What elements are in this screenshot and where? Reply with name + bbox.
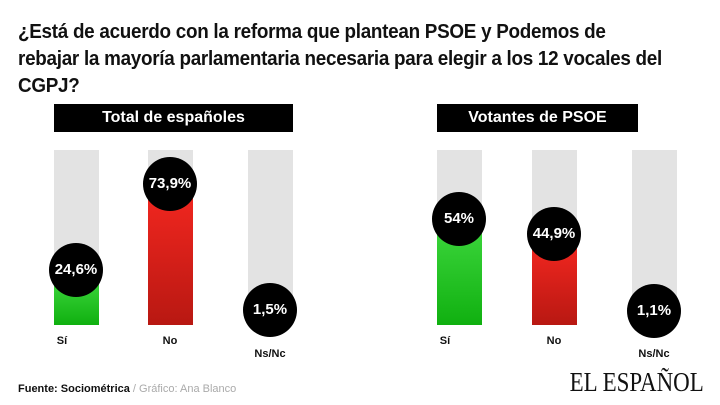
panel-title: Votantes de PSOE [437, 104, 638, 132]
category-label: No [546, 335, 562, 347]
category-label: Ns/Nc [638, 348, 670, 360]
data-label: 24,6% [49, 242, 103, 297]
separator: / [129, 383, 140, 395]
data-label: 44,9% [527, 207, 581, 262]
chart-title: ¿Está de acuerdo con la reforma que plan… [18, 20, 662, 97]
footer: Fuente: Sociométrica / Gráfico: Ana Blan… [18, 383, 236, 395]
bar-Sí [437, 230, 482, 325]
category-label: Sí [56, 335, 68, 347]
data-label: 1,5% [243, 283, 297, 338]
data-label: 1,1% [627, 284, 681, 339]
source: Fuente: Sociométrica [18, 383, 130, 395]
data-label: 54% [432, 191, 486, 246]
category-label: No [162, 335, 178, 347]
data-label: 73,9% [143, 156, 197, 211]
credit: Gráfico: Ana Blanco [139, 383, 237, 395]
category-label: Ns/Nc [254, 348, 286, 360]
el-espanol-logo: EL ESPAÑOL [569, 367, 704, 397]
bar-No [148, 195, 193, 325]
bar-track [54, 150, 99, 325]
category-label: Sí [439, 335, 451, 347]
panel-title: Total de españoles [54, 104, 293, 132]
